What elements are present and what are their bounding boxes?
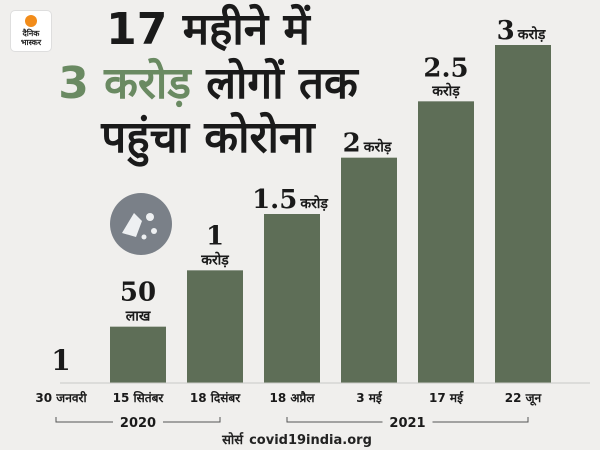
virus-icon [110, 193, 172, 255]
category-label: 18 दिसंबर [190, 391, 241, 405]
bar [110, 326, 166, 383]
headline-line2-rest: लोगों तक [206, 58, 358, 109]
year-bracket [286, 417, 529, 423]
year-label: 2021 [389, 416, 425, 431]
dainik-bhaskar-logo: दैनिक भास्कर [11, 11, 51, 51]
value-label: 1 [51, 344, 70, 377]
value-label: 3 करोड़ [497, 16, 546, 46]
source-value: covid19india.org [249, 433, 372, 448]
value-unit: करोड़ [200, 251, 229, 268]
logo-line2: भास्कर [20, 38, 42, 47]
category-label: 15 सितंबर [113, 391, 165, 405]
value-unit: लाख [125, 309, 151, 325]
category-label: 18 अप्रैल [269, 391, 315, 405]
value-label: 1.5 करोड़ [252, 185, 328, 215]
category-label: 17 मई [429, 391, 464, 405]
value-label: 2.5 [423, 53, 468, 83]
headline-accent: 3 करोड़ [58, 58, 191, 109]
category-label: 22 जून [505, 391, 543, 406]
bar [495, 45, 551, 383]
logo-line1: दैनिक [22, 29, 40, 38]
bar [264, 214, 320, 383]
category-label: 30 जनवरी [35, 391, 87, 405]
year-label: 2020 [120, 416, 156, 431]
value-unit: करोड़ [431, 82, 460, 99]
category-label: 3 मई [356, 391, 383, 405]
sun-icon [25, 15, 37, 27]
bar [187, 270, 243, 383]
headline: 17 महीने में 3 करोड़ लोगों तक पहुंचा कोर… [48, 8, 368, 170]
bar [341, 157, 397, 383]
source-line: सोर्स covid19india.org [0, 430, 600, 448]
source-label: सोर्स [222, 433, 244, 448]
headline-line2: 3 करोड़ लोगों तक [48, 62, 368, 116]
value-label: 50 [120, 278, 156, 308]
headline-line1: 17 महीने में [106, 4, 310, 55]
bar [418, 101, 474, 383]
value-label: 2 करोड़ [343, 129, 392, 159]
year-bracket [55, 417, 221, 423]
value-label: 1 [206, 221, 224, 251]
headline-line3: पहुंचा कोरोना [101, 112, 315, 163]
